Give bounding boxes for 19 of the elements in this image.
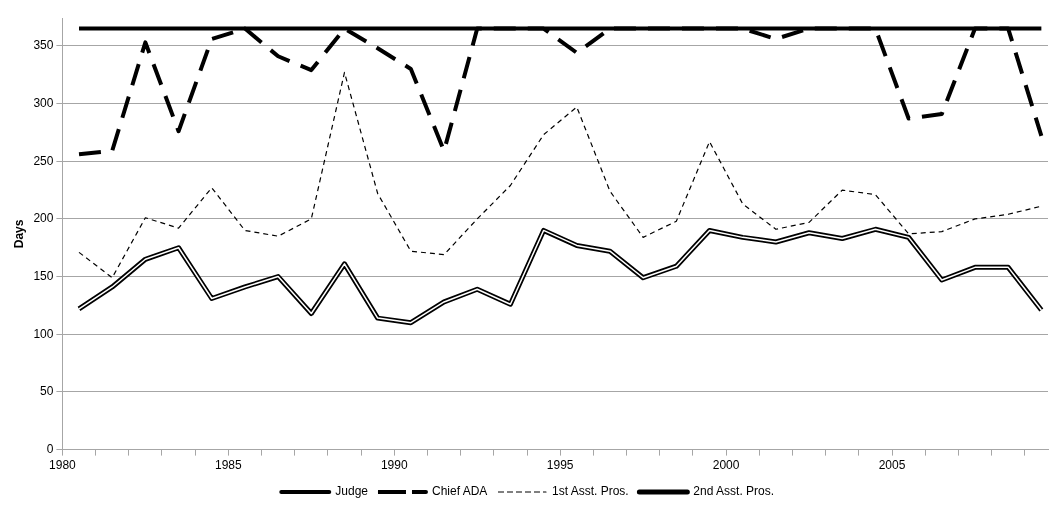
- y-tick-label: 100: [33, 326, 54, 341]
- y-tick-label: 0: [46, 441, 54, 456]
- y-tick-label: 150: [33, 268, 54, 283]
- legend-label: 2nd Asst. Pros.: [693, 484, 775, 499]
- legend-label: 1st Asst. Pros.: [552, 484, 629, 499]
- y-tick-label: 350: [33, 38, 54, 53]
- x-tick-label: 1985: [214, 458, 243, 473]
- x-tick-label: 1990: [380, 458, 408, 473]
- legend-label: Judge: [335, 484, 369, 499]
- legend-label: Chief ADA: [431, 484, 488, 499]
- y-tick-label: 50: [40, 384, 54, 399]
- y-tick-label: 250: [33, 153, 54, 168]
- x-tick-label: 2005: [878, 458, 906, 473]
- y-tick-label: 300: [33, 95, 54, 110]
- y-axis-title: Days: [11, 219, 26, 249]
- x-tick-label: 1995: [546, 458, 574, 473]
- x-tick-label: 2000: [712, 458, 740, 473]
- x-tick-label: 1980: [49, 458, 77, 473]
- y-tick-label: 200: [33, 211, 54, 226]
